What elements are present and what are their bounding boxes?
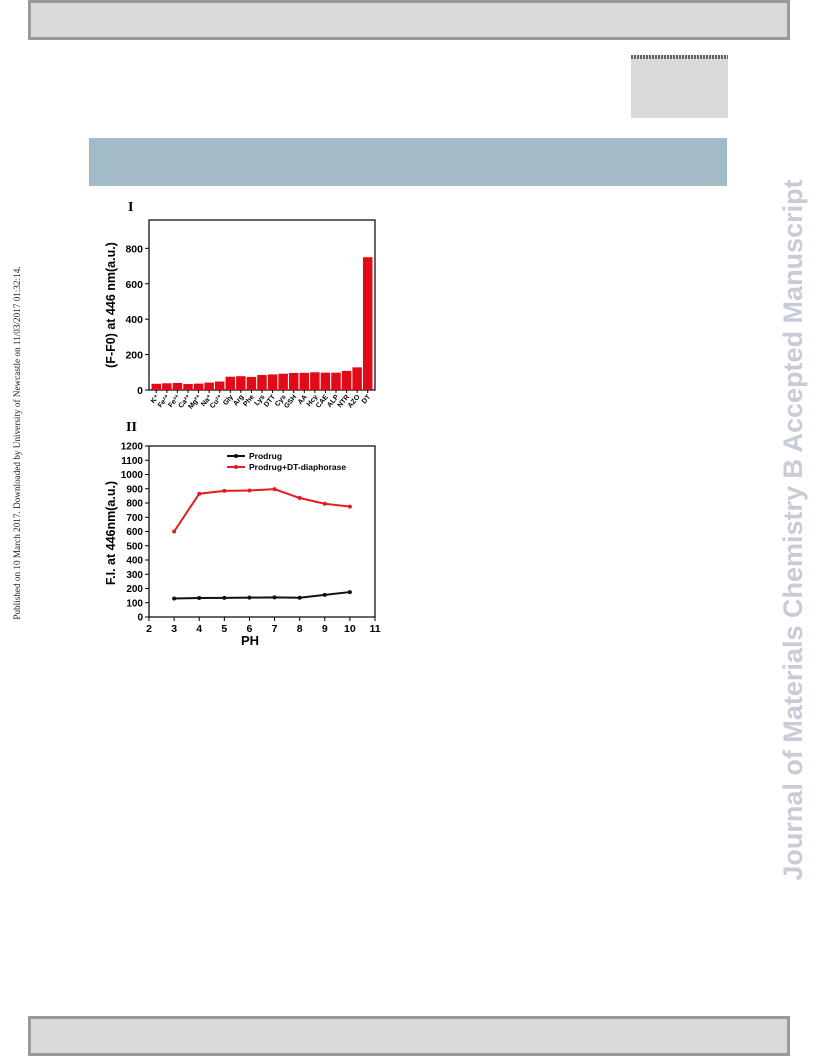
journal-watermark-text: Journal of Materials Chemistry B Accepte…: [778, 179, 808, 881]
bar-4: [193, 383, 204, 390]
bar-6: [214, 381, 225, 390]
bar-19: [352, 367, 362, 390]
x-tick-label: AA: [297, 394, 309, 406]
data-point: [247, 595, 252, 600]
bar-1: [162, 383, 172, 390]
y-axis-label: F.I. at 446nm(a.u.): [104, 481, 118, 585]
data-point: [247, 488, 252, 493]
y-tick-label: 1200: [121, 442, 144, 453]
y-tick-label: 0: [137, 613, 143, 624]
bar-3: [183, 383, 193, 390]
x-tick-label: 6: [247, 623, 253, 635]
bar-10: [257, 374, 267, 390]
data-point: [197, 596, 202, 601]
data-point: [322, 592, 327, 597]
bar-5: [204, 382, 214, 390]
data-point: [222, 595, 227, 600]
y-tick-label: 800: [125, 243, 143, 255]
x-tick-label: 5: [221, 623, 227, 635]
x-tick-label: 10: [344, 623, 356, 635]
series-line-1: [173, 488, 351, 533]
line-chart-panel-ii: II F.I. at 446nm(a.u.) PH 0 100 200 300 400 5…: [104, 420, 381, 648]
data-point: [172, 596, 177, 601]
x-tick-label: AZO: [347, 393, 362, 409]
legend-label: Prodrug: [249, 451, 282, 461]
bar-2: [172, 382, 183, 390]
x-tick-label: Gly: [222, 394, 235, 407]
y-tick-label: 1000: [121, 470, 144, 481]
x-tick-label: 9: [322, 623, 328, 635]
y-tick-label: 0: [137, 385, 143, 397]
journal-watermark: Journal of Materials Chemistry B Accepte…: [775, 145, 811, 915]
plot-frame: [148, 219, 376, 391]
bar-chart-panel-i: I (F-F0) at 446 nm(a.u.) 0 200 400 600 800 K…: [104, 200, 376, 411]
y-tick-label: 100: [126, 598, 143, 609]
y-tick-label: 600: [126, 527, 143, 538]
bar-7: [225, 376, 236, 390]
bar-20: [362, 257, 373, 390]
data-point: [297, 595, 302, 600]
top-header-bar: [28, 0, 790, 40]
x-tick-label: 3: [171, 623, 177, 635]
bar-11: [267, 374, 278, 390]
y-tick-label: 800: [126, 499, 143, 510]
bar-13: [288, 373, 299, 390]
x-tick-label: DT: [361, 393, 373, 405]
panel-label-i: I: [128, 200, 133, 215]
data-point: [172, 529, 177, 534]
data-point: [347, 504, 352, 509]
bar-16: [320, 372, 331, 390]
bar-15: [310, 372, 320, 390]
data-point: [272, 595, 277, 600]
y-axis-label: (F-F0) at 446 nm(a.u.): [104, 242, 118, 368]
publication-note: Published on 10 March 2017. Downloaded b…: [10, 228, 24, 658]
publication-note-text: Published on 10 March 2017. Downloaded b…: [12, 266, 22, 620]
logo-strip: [631, 55, 728, 59]
y-tick-label: 300: [126, 570, 143, 581]
legend-marker: [234, 465, 238, 469]
data-point: [347, 590, 352, 595]
bar-17: [331, 372, 341, 390]
journal-logo-placeholder: [631, 55, 728, 118]
x-tick-label: 11: [369, 623, 380, 635]
bar-14: [299, 372, 310, 390]
data-point: [222, 488, 227, 493]
x-tick-label: K⁺: [150, 394, 161, 405]
bar-9: [246, 376, 257, 390]
bottom-footer-bar: [28, 1016, 790, 1056]
data-point: [297, 496, 302, 501]
bar-18: [341, 370, 352, 390]
x-axis-label: PH: [241, 633, 259, 648]
y-tick-label: 600: [125, 279, 143, 291]
legend-marker: [234, 454, 238, 458]
y-tick-label: 200: [125, 350, 143, 362]
y-tick-label: 700: [126, 513, 143, 524]
data-point: [322, 501, 327, 506]
y-tick-label: 500: [126, 541, 143, 552]
data-point: [197, 491, 202, 496]
y-tick-label: 1100: [121, 456, 143, 467]
y-tick-label: 400: [126, 556, 143, 567]
y-tick-label: 200: [126, 584, 143, 595]
x-tick-label: 2: [146, 623, 152, 635]
legend-label: Prodrug+DT-diaphorase: [249, 462, 346, 472]
x-tick-label: 7: [272, 623, 278, 635]
data-point: [272, 487, 277, 492]
x-tick-label: 8: [297, 623, 303, 635]
article-type-band: [89, 138, 727, 186]
bar-0: [151, 383, 162, 390]
x-tick-label: 4: [196, 623, 202, 635]
bar-8: [236, 376, 246, 390]
bar-12: [278, 373, 288, 390]
y-tick-label: 900: [126, 484, 143, 495]
y-tick-label: 400: [125, 314, 143, 326]
series-line-0: [174, 591, 351, 600]
panel-label-ii: II: [126, 420, 137, 435]
